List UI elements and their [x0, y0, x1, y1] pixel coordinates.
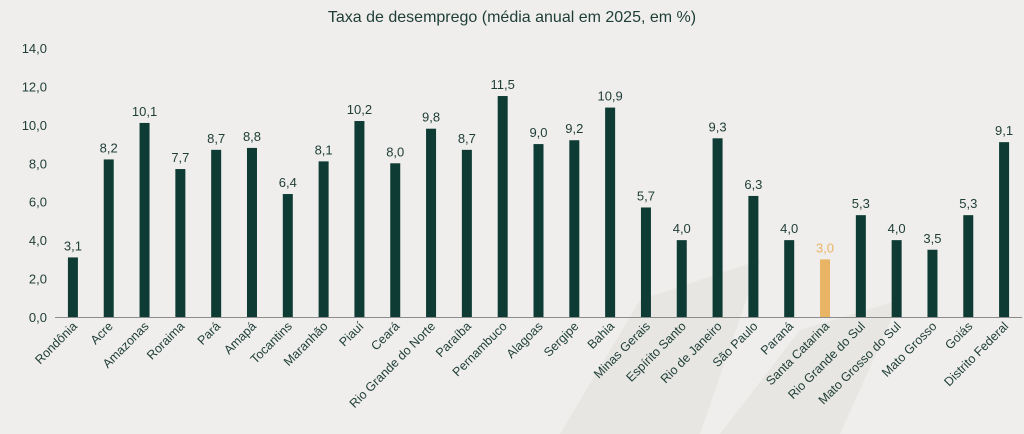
- bar: [139, 122, 150, 317]
- value-label: 6,3: [744, 177, 762, 192]
- y-tick-label: 8,0: [29, 156, 47, 171]
- value-label: 11,5: [491, 77, 515, 92]
- bars: [67, 96, 1010, 318]
- y-tick-label: 0,0: [29, 310, 47, 325]
- y-tick-label: 6,0: [29, 195, 47, 210]
- bar: [605, 107, 616, 317]
- value-label: 6,4: [279, 175, 297, 190]
- bar: [784, 240, 795, 317]
- y-tick-label: 4,0: [29, 233, 47, 248]
- x-tick-label: Ceará: [368, 319, 402, 353]
- value-label: 8,7: [458, 131, 476, 146]
- bar: [676, 240, 687, 317]
- y-axis: 0,0 2,0 4,0 6,0 8,0 10,0 12,0 14,0: [22, 41, 47, 325]
- x-tick-label: Alagoas: [504, 319, 546, 361]
- value-label: 9,1: [995, 123, 1013, 138]
- value-label: 4,0: [780, 221, 798, 236]
- value-label: 3,1: [64, 238, 82, 253]
- bar: [533, 144, 544, 317]
- value-label: 10,2: [347, 102, 372, 117]
- bar: [891, 240, 902, 317]
- x-tick-label: Roraima: [144, 319, 187, 362]
- value-label: 8,0: [386, 144, 404, 159]
- bar: [712, 138, 723, 317]
- bar: [748, 195, 759, 317]
- bar: [246, 147, 257, 317]
- value-label: 10,9: [597, 89, 622, 104]
- x-tick-label: Pará: [195, 319, 224, 348]
- bar: [103, 159, 114, 317]
- bar: [390, 163, 401, 317]
- value-label: 5,7: [637, 188, 655, 203]
- x-tick-label: Distrito Federal: [941, 319, 1011, 389]
- bar: [211, 149, 222, 317]
- value-label: 9,2: [565, 121, 583, 136]
- value-label: 9,3: [709, 119, 727, 134]
- x-tick-label: Acre: [88, 319, 116, 347]
- value-label: 8,7: [207, 131, 225, 146]
- bar: [354, 121, 365, 317]
- y-tick-label: 14,0: [22, 41, 47, 56]
- value-label: 3,0: [816, 240, 834, 255]
- value-label: 7,7: [171, 150, 189, 165]
- bar: [67, 257, 78, 317]
- x-tick-label: Rondônia: [32, 319, 80, 367]
- value-label: 5,3: [852, 196, 870, 211]
- bar: [640, 207, 651, 317]
- value-label: 5,3: [959, 196, 977, 211]
- chart-title: Taxa de desemprego (média anual em 2025,…: [327, 9, 697, 26]
- bar: [855, 215, 866, 317]
- value-label: 4,0: [673, 221, 691, 236]
- bar: [497, 96, 508, 318]
- bar: [318, 161, 329, 317]
- value-label: 9,0: [529, 125, 547, 140]
- value-label: 3,5: [923, 231, 941, 246]
- value-label: 8,1: [315, 142, 333, 157]
- x-tick-label: Sergipe: [541, 319, 581, 359]
- x-tick-label: Piauí: [336, 319, 366, 349]
- bar: [569, 140, 580, 317]
- value-label: 8,2: [100, 140, 118, 155]
- y-tick-label: 10,0: [22, 118, 47, 133]
- value-labels: 3,1 8,2 10,1 7,7 8,7 8,8 6,4 8,1 10,2 8,0 9,8 8,7 11…: [64, 77, 1013, 255]
- bar: [999, 142, 1010, 317]
- bar: [461, 149, 472, 317]
- value-label: 10,1: [132, 104, 157, 119]
- y-tick-label: 2,0: [29, 272, 47, 287]
- bar: [426, 128, 437, 317]
- x-tick-label: Goiás: [942, 319, 975, 352]
- bar: [175, 169, 186, 317]
- y-tick-label: 12,0: [22, 79, 47, 94]
- bar: [927, 249, 938, 317]
- value-label: 4,0: [888, 221, 906, 236]
- value-label: 9,8: [422, 110, 440, 125]
- bar: [963, 215, 974, 317]
- value-label: 8,8: [243, 129, 261, 144]
- bar: [820, 259, 831, 317]
- bar: [282, 194, 293, 317]
